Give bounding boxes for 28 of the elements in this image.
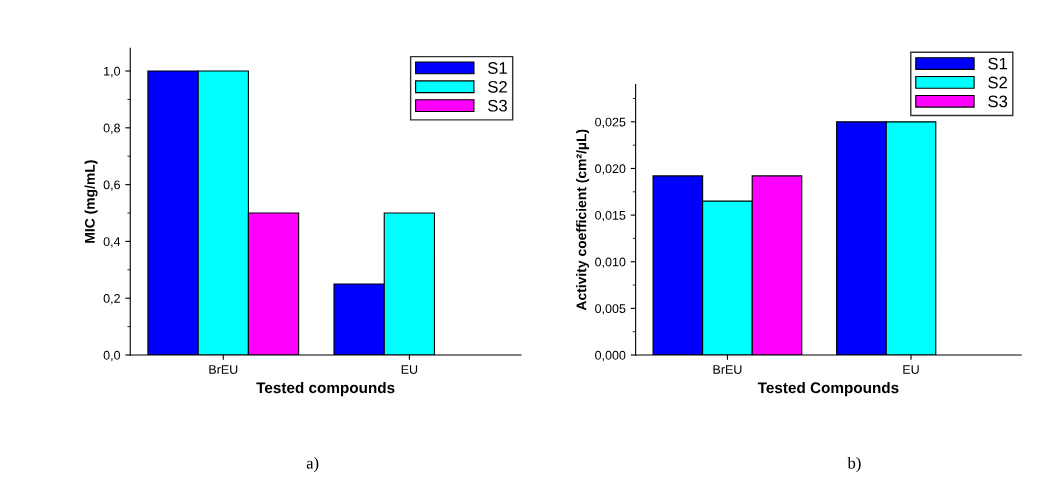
y-tick-label: 0,6 <box>103 180 120 191</box>
y-tick-label: 0,010 <box>595 257 626 268</box>
y-tick-label: 0,025 <box>595 117 626 128</box>
y-tick-label: 1,0 <box>104 66 121 78</box>
y-tick-label: 0,000 <box>595 350 626 362</box>
y-tick-label: 0,015 <box>595 210 626 222</box>
legend-label: S1 <box>488 62 507 74</box>
text: b) <box>847 456 861 473</box>
legend-label: S3 <box>988 95 1008 108</box>
y-tick-label: 0,4 <box>103 237 121 248</box>
y-tick-label: 0,020 <box>595 164 626 175</box>
text: a) <box>306 456 319 473</box>
x-tick-label: BrEU <box>713 365 742 374</box>
legend-label: S3 <box>488 99 507 112</box>
y-tick-label: 0,005 <box>595 304 626 315</box>
x-axis-title: Tested compounds <box>256 381 395 397</box>
y-tick-label: 0,2 <box>103 294 120 305</box>
y-axis-title: MIC (mg/mL) <box>84 160 98 243</box>
x-tick-label: EU <box>903 365 919 374</box>
legend-label: S2 <box>988 76 1007 89</box>
x-tick-label: EU <box>401 365 418 374</box>
legend-label: S2 <box>488 80 507 93</box>
legend-label: S1 <box>988 57 1008 70</box>
x-axis-title: Tested Compounds <box>757 381 899 397</box>
y-tick-label: 0,0 <box>103 350 121 362</box>
y-axis-title: Activity coefficient (cm²/µL) <box>576 129 590 311</box>
x-tick-label: BrEU <box>209 365 238 374</box>
y-tick-label: 0,8 <box>103 123 120 134</box>
